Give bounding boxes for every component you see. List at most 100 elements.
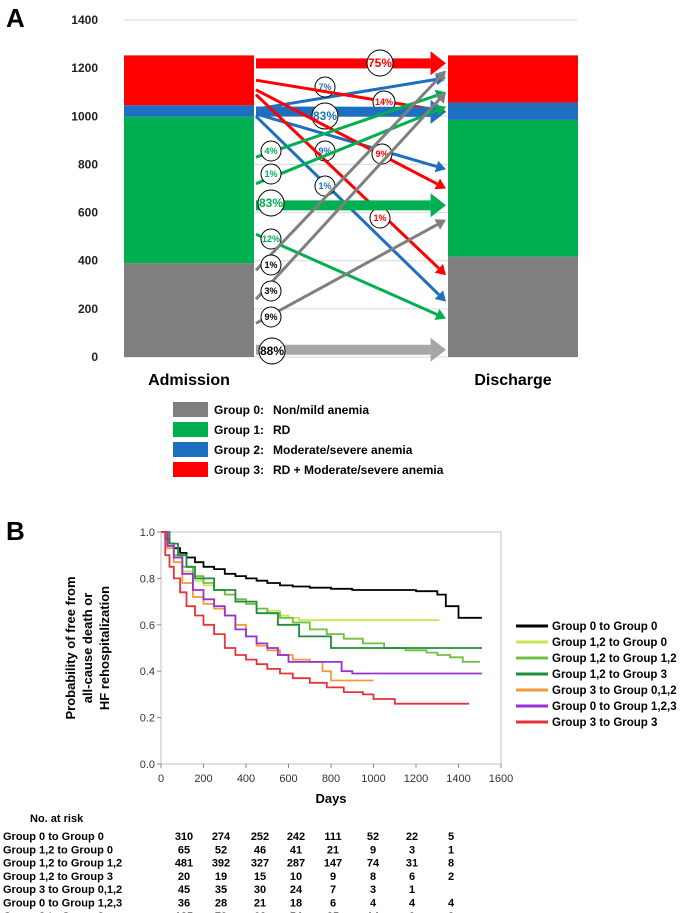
km-series-line xyxy=(161,531,480,663)
panel-b-label: B xyxy=(6,516,25,546)
km-series-line xyxy=(161,531,470,705)
bar-segment xyxy=(448,102,578,120)
risk-count: 287 xyxy=(287,858,305,870)
y-tick-label: 0.0 xyxy=(140,759,155,771)
flow-label-circle xyxy=(260,140,282,162)
y-axis-title-line: all-cause death or xyxy=(80,593,95,704)
legend-text: RD + Moderate/severe anemia xyxy=(273,463,444,477)
risk-count: 4 xyxy=(370,898,377,910)
y-tick-label: 1000 xyxy=(71,109,98,123)
flow-percent-label: 75% xyxy=(368,56,392,70)
risk-count: 41 xyxy=(290,844,302,856)
y-tick-label: 0.8 xyxy=(140,573,155,585)
legend-swatch xyxy=(173,402,208,417)
x-tick-label: 800 xyxy=(322,773,340,785)
risk-count: 9 xyxy=(409,911,415,913)
risk-row-label: Group 3 to Group 0,1,2 xyxy=(3,884,122,896)
bar-segment xyxy=(124,105,254,117)
x-tick-label: 0 xyxy=(158,773,164,785)
bar-segment xyxy=(124,263,254,357)
flow-percent-label: 83% xyxy=(313,109,337,123)
y-tick-label: 800 xyxy=(78,157,98,171)
flow-label-circle xyxy=(260,254,282,276)
bar-segment xyxy=(124,116,254,264)
risk-row-label: Group 1,2 to Group 1,2 xyxy=(3,858,122,870)
risk-count: 62 xyxy=(254,911,266,913)
x-tick-label: 1200 xyxy=(404,773,428,785)
flow-percent-label: 1% xyxy=(264,260,277,270)
flow-label-circle xyxy=(366,49,394,77)
risk-count: 7 xyxy=(330,884,336,896)
flow-percent-label: 88% xyxy=(260,344,284,358)
legend-group: Group 0: xyxy=(214,403,264,417)
risk-count: 65 xyxy=(178,844,190,856)
risk-count: 327 xyxy=(251,858,269,870)
legend-swatch xyxy=(173,422,208,437)
flow-percent-label: 3% xyxy=(264,286,277,296)
km-series-line xyxy=(161,531,482,649)
risk-count: 310 xyxy=(175,831,193,843)
flow-label-circle xyxy=(258,337,286,365)
legend-label: Group 0 to Group 1,2,3 xyxy=(552,701,677,713)
risk-count: 46 xyxy=(254,844,266,856)
legend-text: Moderate/severe anemia xyxy=(273,443,413,457)
legend-label: Group 1,2 to Group 1,2 xyxy=(552,653,677,665)
risk-count: 54 xyxy=(290,911,303,913)
flow-percent-label: 9% xyxy=(264,312,277,322)
flow-arrow-head xyxy=(434,178,446,190)
legend-label: Group 1,2 to Group 3 xyxy=(552,669,667,681)
x-tick-label: 1400 xyxy=(446,773,470,785)
flow-arrow-head xyxy=(434,219,446,230)
panel-a-label: A xyxy=(6,3,25,33)
flow-arrow-head xyxy=(430,193,446,218)
risk-count: 31 xyxy=(406,858,418,870)
risk-row-label: Group 0 to Group 1,2,3 xyxy=(3,898,122,910)
km-series-line xyxy=(161,531,482,619)
y-tick-label: 1400 xyxy=(71,13,98,27)
legend-text: RD xyxy=(273,423,291,437)
flow-arrow-shaft xyxy=(254,76,441,272)
y-tick-label: 1.0 xyxy=(140,527,155,539)
flow-percent-label: 9% xyxy=(318,146,331,156)
x-axis-title: Days xyxy=(315,791,346,806)
risk-count: 36 xyxy=(178,898,190,910)
risk-count: 14 xyxy=(367,911,380,913)
risk-count: 147 xyxy=(324,858,342,870)
flow-percent-label: 14% xyxy=(375,97,393,107)
flow-percent-label: 83% xyxy=(259,196,283,210)
risk-count: 15 xyxy=(254,871,266,883)
x-tick-label: 200 xyxy=(194,773,212,785)
risk-count: 9 xyxy=(330,871,336,883)
risk-count: 3 xyxy=(409,844,415,856)
risk-count: 252 xyxy=(251,831,269,843)
risk-count: 3 xyxy=(448,911,454,913)
bar-segment xyxy=(448,119,578,257)
flow-arrow-head xyxy=(434,70,446,82)
bar-segment xyxy=(124,55,254,106)
y-tick-label: 400 xyxy=(78,254,98,268)
risk-count: 24 xyxy=(290,884,303,896)
risk-count: 3 xyxy=(370,884,376,896)
risk-count: 79 xyxy=(215,911,227,913)
risk-count: 274 xyxy=(212,831,231,843)
risk-count: 22 xyxy=(406,831,418,843)
risk-count: 21 xyxy=(254,898,266,910)
y-tick-label: 0.2 xyxy=(140,713,155,725)
risk-count: 18 xyxy=(290,898,302,910)
risk-count: 392 xyxy=(212,858,230,870)
risk-count: 6 xyxy=(330,898,336,910)
legend-label: Group 3 to Group 0,1,2 xyxy=(552,685,677,697)
risk-count: 4 xyxy=(448,898,455,910)
flow-arrow-head xyxy=(434,264,446,276)
panel-a: A 0 200 400 600 800 1000 1200 1400 Admission Disch… xyxy=(6,3,578,477)
risk-count: 19 xyxy=(215,871,227,883)
risk-count: 30 xyxy=(254,884,266,896)
risk-count: 1 xyxy=(409,884,415,896)
x-category-label: Discharge xyxy=(474,372,551,389)
flow-arrow-shaft xyxy=(255,223,439,325)
flow-label-circle xyxy=(260,306,282,328)
risk-count: 10 xyxy=(290,871,302,883)
x-category-label: Admission xyxy=(148,372,230,389)
flow-percent-label: 9% xyxy=(375,149,388,159)
